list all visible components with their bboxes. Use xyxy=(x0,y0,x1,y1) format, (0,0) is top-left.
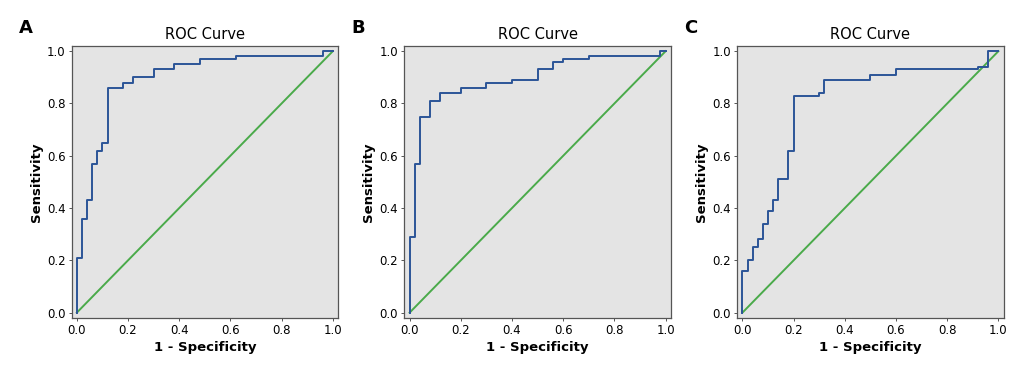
Text: A: A xyxy=(18,19,33,37)
Y-axis label: Sensitivity: Sensitivity xyxy=(30,142,43,222)
Text: B: B xyxy=(351,19,365,37)
Title: ROC Curve: ROC Curve xyxy=(498,27,578,42)
X-axis label: 1 - Specificity: 1 - Specificity xyxy=(486,341,589,354)
Y-axis label: Sensitivity: Sensitivity xyxy=(695,142,709,222)
X-axis label: 1 - Specificity: 1 - Specificity xyxy=(154,341,256,354)
Y-axis label: Sensitivity: Sensitivity xyxy=(362,142,376,222)
Title: ROC Curve: ROC Curve xyxy=(830,27,910,42)
X-axis label: 1 - Specificity: 1 - Specificity xyxy=(819,341,922,354)
Text: C: C xyxy=(684,19,697,37)
Title: ROC Curve: ROC Curve xyxy=(165,27,245,42)
